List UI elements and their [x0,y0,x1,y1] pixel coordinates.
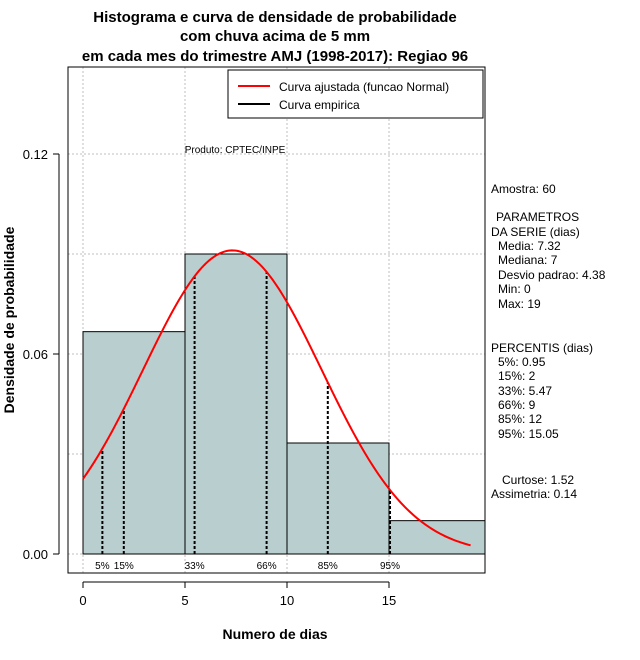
stat-min: Min: 0 [498,282,531,296]
stat-p66: 66%: 9 [498,398,536,412]
stat-p15: 15%: 2 [498,369,536,383]
plot-frame [67,66,486,574]
stat-param-header-1: PARAMETROS [496,210,579,224]
percentile-label-66: 66% [257,561,277,572]
percentile-label-85: 85% [318,561,338,572]
stat-p85: 85%: 12 [498,412,542,426]
percentile-label-95: 95% [380,561,400,572]
y-axis-label: Densidade de probabilidade [1,226,17,413]
stat-desvio: Desvio padrao: 4.38 [498,268,606,282]
histogram-bars [82,253,486,555]
chart-title: Histograma e curva de densidade de proba… [82,9,468,65]
histogram-bar-4 [388,520,486,555]
stat-assimetria: Assimetria: 0.14 [491,487,577,501]
percentile-label-5: 5% [95,561,110,572]
stat-amostra: Amostra: 60 [491,182,556,196]
stat-param-header-2: DA SERIE (dias) [491,225,580,239]
title-line-1: Histograma e curva de densidade de proba… [93,9,456,26]
y-tick-label: 0.06 [23,347,48,362]
stat-media: Media: 7.32 [498,239,561,253]
histogram-bar-3 [286,442,390,555]
normal-curve-line [82,249,471,547]
x-tick-label: 15 [382,593,396,608]
x-tick-label: 10 [280,593,294,608]
stat-p95: 95%: 15.05 [498,427,559,441]
stat-curtose: Curtose: 1.52 [502,473,574,487]
legend-box [227,69,484,119]
title-line-2: com chuva acima de 5 mm [180,28,370,45]
normal-curve [82,249,471,547]
percentile-label-15: 15% [114,561,134,572]
x-tick-label: 0 [79,593,86,608]
percentile-label-33: 33% [185,561,205,572]
stat-max: Max: 19 [498,297,541,311]
legend-label-normal: Curva ajustada (funcao Normal) [279,80,449,94]
axes: 0 5 10 15 0.00 0.06 0.12 [23,147,397,608]
y-tick-label: 0.12 [23,147,48,162]
title-line-3: em cada mes do trimestre AMJ (1998-2017)… [82,48,468,65]
histogram-bar-1 [82,331,186,555]
stat-mediana: Mediana: 7 [498,253,558,267]
x-tick-label: 5 [181,593,188,608]
stat-p5: 5%: 0.95 [498,355,546,369]
histogram-bar-2 [184,253,288,555]
stats-panel: Amostra: 60 PARAMETROS DA SERIE (dias) M… [491,182,606,501]
legend-label-empirical: Curva empirica [279,98,360,112]
y-tick-label: 0.00 [23,547,48,562]
product-annotation: Produto: CPTEC/INPE [185,145,286,156]
stat-percentis-header: PERCENTIS (dias) [491,341,593,355]
stat-p33: 33%: 5.47 [498,384,552,398]
x-axis-label: Numero de dias [222,626,327,642]
percentile-lines: 5% 15% 33% 66% 85% 95% [95,271,400,572]
legend: Curva ajustada (funcao Normal) Curva emp… [227,69,484,119]
